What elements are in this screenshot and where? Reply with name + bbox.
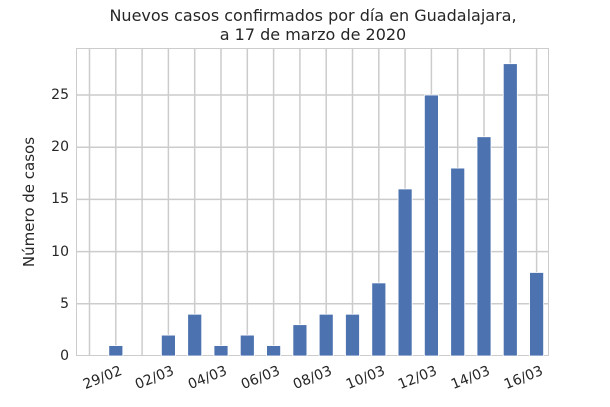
y-tick-label: 20: [51, 139, 69, 156]
bar-09-03: [345, 313, 360, 357]
chart-title-line-2: a 17 de marzo de 2020: [219, 25, 407, 44]
y-tick-label: 0: [60, 348, 69, 364]
bar-16-03: [529, 272, 544, 357]
bar-29-02: [108, 345, 124, 357]
bar-05-03: [239, 334, 255, 357]
plot-area: [76, 48, 549, 356]
bar-10-03: [371, 282, 387, 357]
bar-02-03: [160, 334, 176, 357]
bar-11-03: [397, 188, 413, 357]
y-tick-label: 5: [60, 295, 69, 312]
bar-03-03: [187, 313, 203, 357]
bar-04-03: [213, 345, 229, 357]
y-tick-label: 10: [51, 243, 69, 260]
bar-06-03: [266, 345, 282, 357]
chart-title-line-1: Nuevos casos confirmados por día en Guad…: [109, 6, 517, 25]
y-tick-label: 25: [51, 87, 69, 103]
bar-07-03: [292, 324, 308, 357]
bar-14-03: [476, 136, 492, 357]
bar-13-03: [450, 167, 466, 357]
y-tick-label: 15: [51, 191, 69, 208]
bar-15-03: [502, 63, 518, 357]
bar-08-03: [318, 313, 334, 357]
bar-12-03: [423, 94, 439, 357]
